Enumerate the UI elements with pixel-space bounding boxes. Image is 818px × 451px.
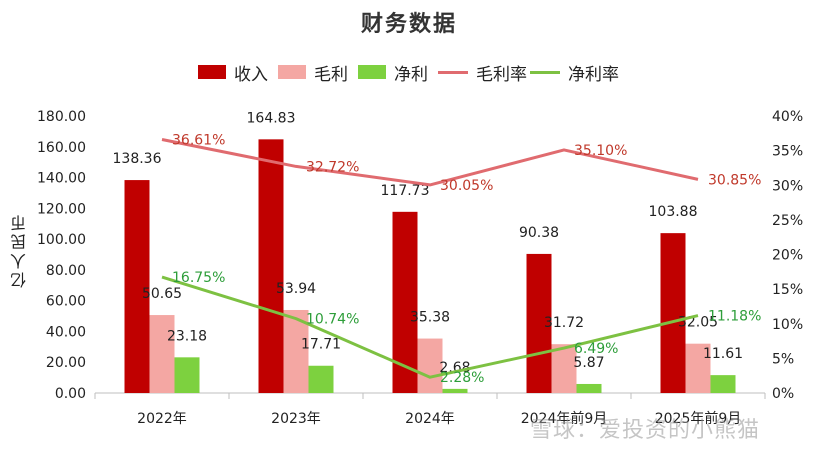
y2-tick-label: 0%: [772, 386, 794, 402]
y-tick-label: 100.00: [37, 232, 86, 248]
line-series-0: [161, 138, 699, 187]
legend-item-gross-profit: 毛利: [278, 60, 348, 85]
y-tick-label: 60.00: [46, 294, 86, 310]
legend-item-net-profit: 净利: [358, 60, 428, 85]
line-data-label: 6.49%: [574, 341, 618, 357]
y-tick-label: 80.00: [46, 263, 86, 279]
bar-data-label: 117.73: [381, 183, 430, 199]
bar-data-label: 35.38: [410, 310, 450, 326]
y-tick-label: 120.00: [37, 201, 86, 217]
bar-data-label: 90.38: [519, 225, 559, 241]
line-data-label: 32.72%: [306, 159, 359, 175]
bar-data-label: 31.72: [544, 315, 584, 331]
line-data-label: 10.74%: [306, 312, 359, 328]
y-tick-label: 140.00: [37, 171, 86, 187]
line-data-label: 30.05%: [440, 178, 493, 194]
bar-data-label: 5.87: [573, 355, 604, 371]
bar-data-label: 50.65: [142, 286, 182, 302]
bar-data-label: 103.88: [649, 204, 698, 220]
legend-label-gross-margin: 毛利率: [476, 64, 527, 85]
y2-tick-label: 40%: [772, 109, 803, 125]
bar-0-0: [124, 180, 150, 393]
y2-tick-label: 10%: [772, 317, 803, 333]
x-tick-label: 2024年: [405, 411, 455, 427]
y2-tick-label: 5%: [772, 351, 794, 367]
y2-tick-label: 35%: [772, 144, 803, 160]
watermark-text: 雪球：爱投资的小熊猫: [530, 418, 761, 443]
line-data-label: 16.75%: [172, 270, 225, 286]
legend-item-net-margin: 净利率: [530, 60, 619, 85]
line-data-label: 2.28%: [440, 370, 484, 386]
legend-item-gross-margin: 毛利率: [438, 60, 527, 85]
x-tick-label: 2023年: [271, 411, 321, 427]
legend-swatch-gross-margin: [438, 70, 468, 74]
y2-tick-label: 20%: [772, 248, 803, 264]
legend-label-net-margin: 净利率: [568, 64, 619, 85]
legend-item-revenue: 收入: [198, 60, 268, 85]
bar-data-label: 17.71: [301, 337, 341, 353]
y-tick-label: 160.00: [37, 140, 86, 156]
legend-swatch-net-margin: [530, 70, 560, 74]
bar-data-label: 23.18: [167, 328, 207, 344]
y2-tick-label: 15%: [772, 282, 803, 298]
bar-1-0: [149, 315, 175, 393]
y2-tick-label: 30%: [772, 178, 803, 194]
bar-0-1: [258, 139, 284, 393]
bar-2-0: [174, 357, 200, 393]
chart-legend: 收入 毛利 净利 毛利率 净利率: [0, 60, 818, 85]
legend-label-gross-profit: 毛利: [314, 64, 348, 85]
bar-1-2: [417, 338, 443, 393]
legend-swatch-gross-profit: [278, 65, 306, 79]
bar-data-label: 138.36: [113, 151, 162, 167]
legend-label-net-profit: 净利: [394, 64, 428, 85]
bar-data-label: 164.83: [247, 110, 296, 126]
legend-label-revenue: 收入: [234, 64, 268, 85]
x-tick-label: 2025年前9月: [655, 410, 742, 427]
line-data-label: 11.18%: [708, 309, 761, 325]
bar-2-2: [442, 388, 468, 393]
bar-data-label: 53.94: [276, 281, 316, 297]
bar-1-4: [685, 343, 711, 393]
legend-swatch-net-profit: [358, 65, 386, 79]
bar-data-label: 11.61: [703, 346, 743, 362]
y-tick-label: 180.00: [37, 109, 86, 125]
line-data-label: 30.85%: [708, 172, 761, 188]
bar-1-3: [551, 344, 577, 393]
bar-data-label: 2.68: [439, 360, 470, 376]
chart-title: 财务数据: [360, 12, 457, 37]
bar-2-1: [308, 365, 334, 393]
y-tick-label: 0.00: [55, 386, 86, 402]
line-data-label: 36.61%: [172, 132, 225, 148]
y-tick-label: 20.00: [46, 355, 86, 371]
line-series-1: [161, 275, 699, 379]
bar-0-4: [660, 233, 686, 393]
x-tick-label: 2022年: [137, 411, 187, 427]
bar-2-4: [710, 375, 736, 393]
bar-2-3: [576, 383, 602, 393]
x-tick-label: 2024年前9月: [521, 410, 608, 427]
bar-0-3: [526, 253, 552, 393]
legend-swatch-revenue: [198, 65, 226, 79]
line-data-label: 35.10%: [574, 143, 627, 159]
y2-tick-label: 25%: [772, 213, 803, 229]
y-tick-label: 40.00: [46, 324, 86, 340]
